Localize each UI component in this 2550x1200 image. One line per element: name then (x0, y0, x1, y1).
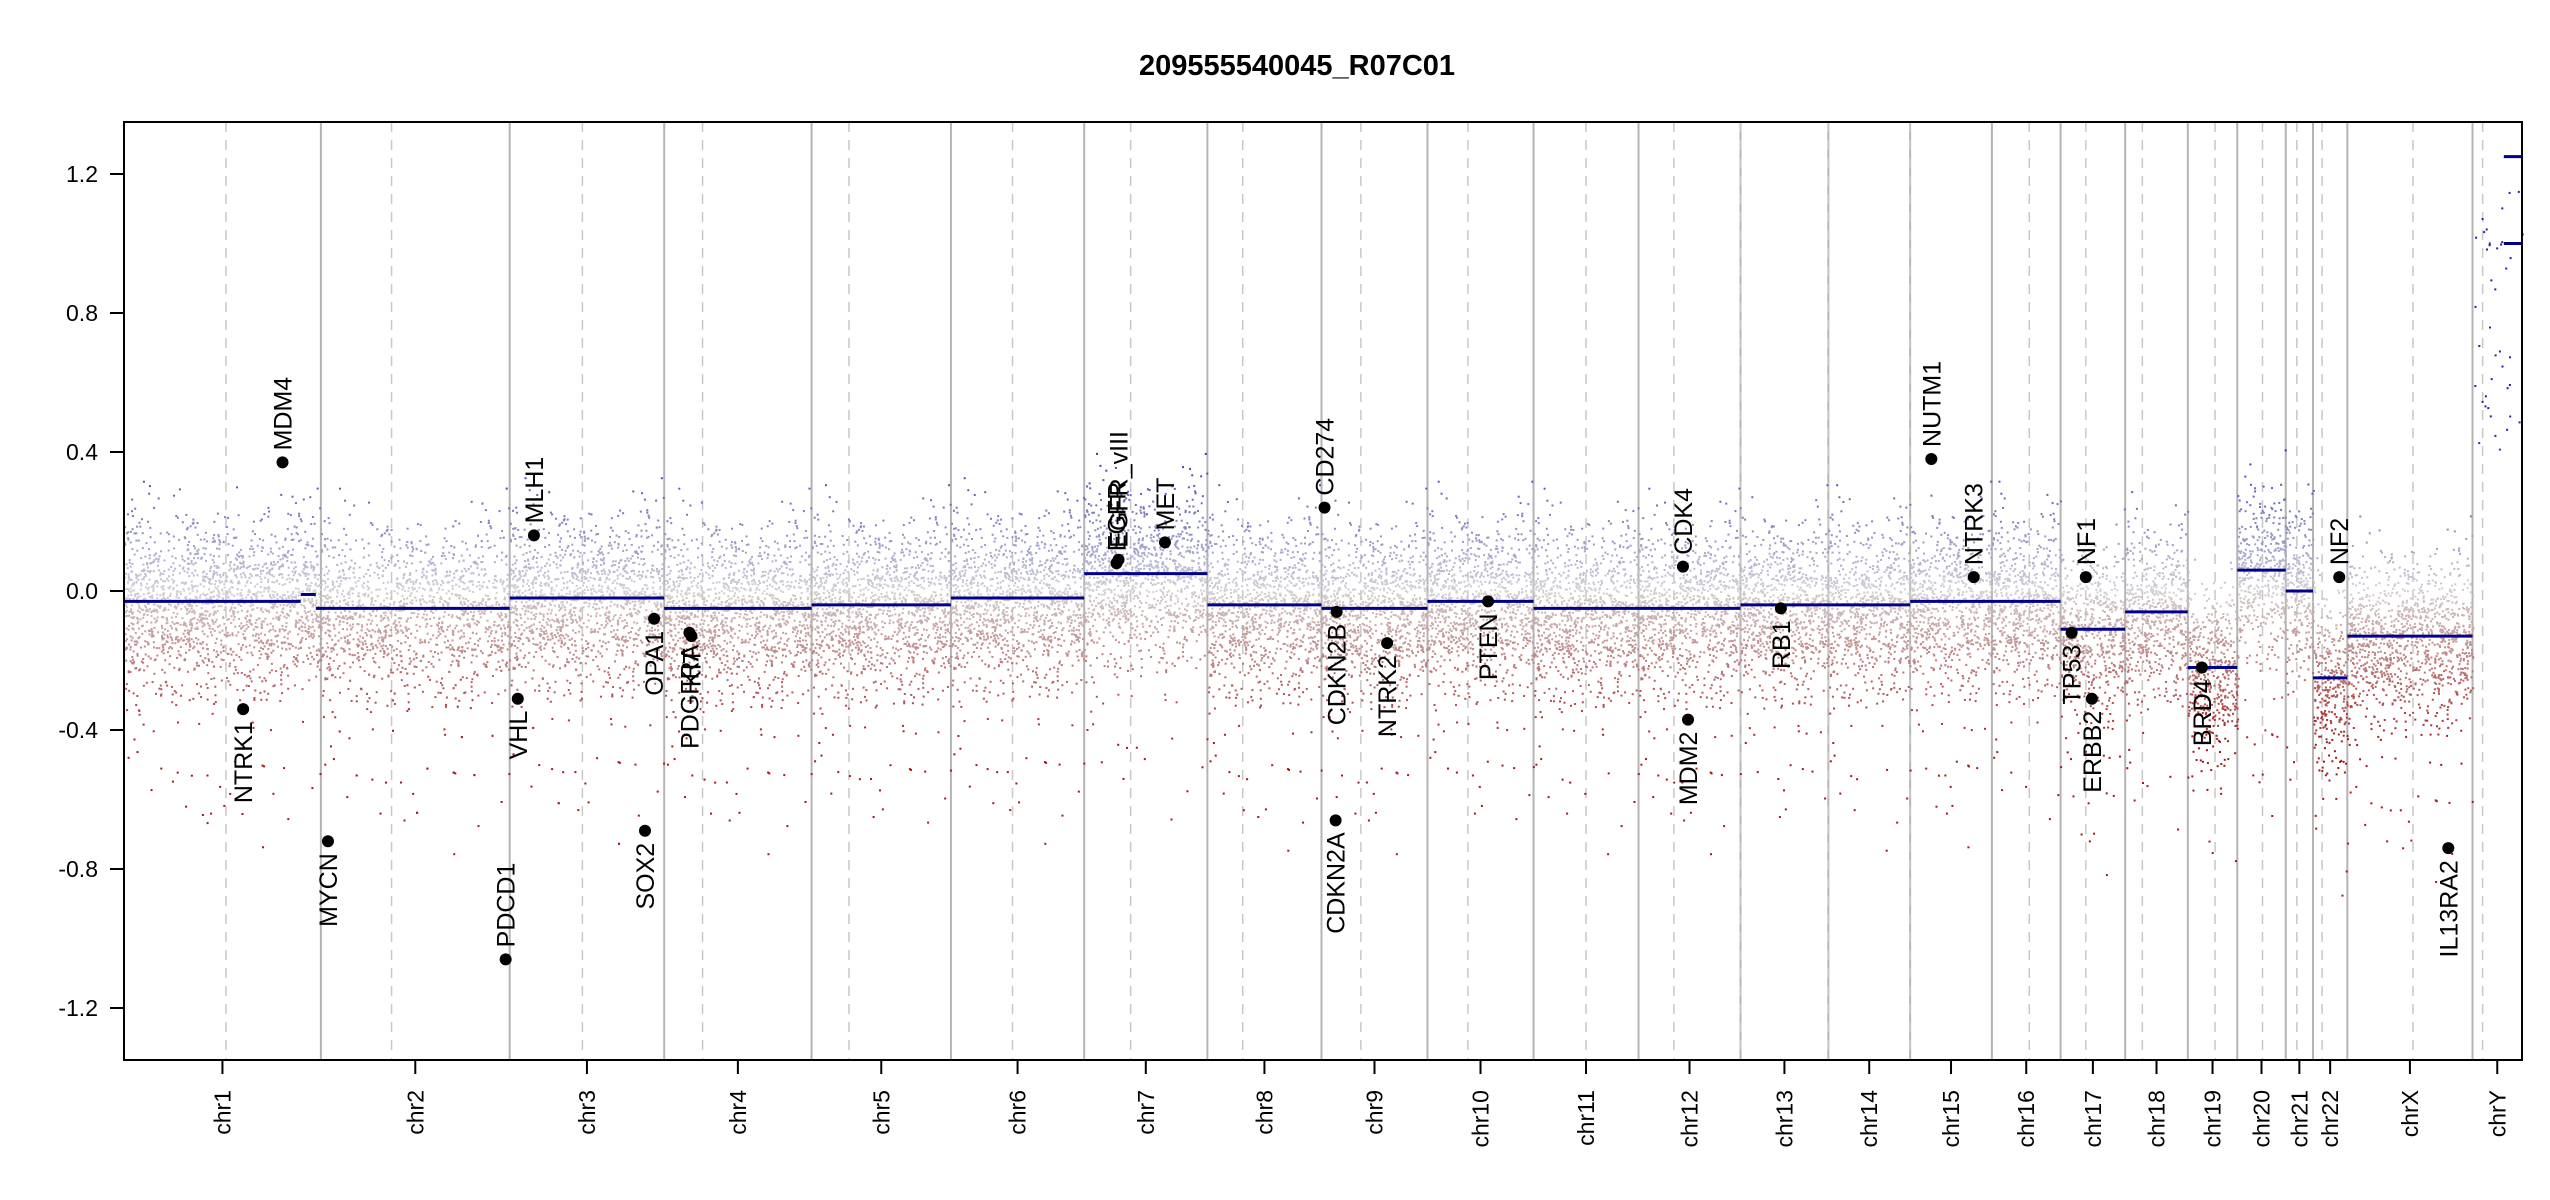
chromosome-boundaries (225, 122, 2484, 1060)
gene-label: NTRK3 (1961, 483, 1989, 565)
chromosome-label: chr21 (2286, 1090, 2312, 1148)
gene-label: CDKN2B (1324, 624, 1352, 725)
chromosome-label: chr22 (2317, 1090, 2343, 1148)
y-tick-label: 0.8 (66, 300, 98, 326)
gene-point (1676, 560, 1689, 573)
gene-label: MYCN (315, 853, 343, 927)
gene-point (1482, 595, 1495, 608)
gene-label: MDM4 (270, 377, 298, 451)
chromosome-label: chr6 (1005, 1090, 1031, 1135)
gene-point (648, 612, 661, 625)
chromosome-label: chr9 (1361, 1090, 1387, 1135)
gene-point (1381, 637, 1394, 650)
gene-label: PDGFRA (676, 644, 704, 749)
chromosome-label: chr3 (574, 1090, 600, 1135)
gene-markers: NTRK1 MDM4 MYCN PDCD1 VHL MLH1 SOX2 OPA1 PDGFRAK… (230, 361, 2463, 966)
gene-point (2079, 571, 2092, 584)
chromosome-label: chr4 (725, 1090, 751, 1135)
gene-label: VHL (505, 711, 533, 760)
gene-point (1158, 536, 1171, 549)
y-axis: -1.2 -0.8 -0.4 0.0 0.4 0.8 1.2 (58, 161, 124, 1021)
chromosome-label: chr14 (1856, 1090, 1882, 1148)
segment-lines (124, 155, 2522, 680)
y-tick-label: -0.4 (58, 717, 98, 743)
y-tick-label: -1.2 (58, 995, 98, 1021)
y-tick-label: 0.0 (66, 578, 98, 604)
gene-label: NTRK2 (1374, 655, 1402, 737)
chromosome-label: chrX (2397, 1090, 2423, 1137)
chromosome-label: chr10 (1468, 1090, 1494, 1148)
gene-label: TP53 (2059, 645, 2087, 705)
chart-title: 209555540045_R07C01 (1139, 50, 1455, 82)
gene-label: PTEN (1475, 613, 1503, 680)
chromosome-label: chr20 (2249, 1090, 2275, 1148)
gene-point (499, 953, 512, 966)
gene-label: PDCD1 (493, 863, 521, 948)
chromosome-label: chr13 (1771, 1090, 1797, 1148)
chromosome-label: chr1 (209, 1090, 235, 1135)
gene-label: CDK4 (1670, 488, 1698, 555)
chromosome-label: chr19 (2200, 1090, 2226, 1148)
gene-label: NF1 (2073, 518, 2101, 565)
gene-label: MDM2 (1675, 732, 1703, 806)
gene-point (1925, 452, 1938, 465)
gene-label: NF2 (2326, 518, 2354, 565)
gene-point (2442, 842, 2455, 855)
chromosome-label: chr8 (1251, 1090, 1277, 1135)
gene-label: EGFR (1104, 482, 1132, 551)
chromosome-label: chr16 (2013, 1090, 2039, 1148)
gene-point (1329, 814, 1342, 827)
gene-point (2065, 626, 2078, 639)
gene-point (527, 529, 540, 542)
chromosome-label: chr17 (2080, 1090, 2106, 1148)
gene-label: BRD4 (2189, 679, 2217, 746)
chromosome-label: chr11 (1573, 1090, 1599, 1146)
gene-point (2333, 571, 2346, 584)
gene-label: MET (1152, 478, 1180, 531)
gene-label: NTRK1 (230, 721, 258, 803)
gene-label: CD274 (1312, 418, 1340, 496)
gene-label: EGFR_vIII (1106, 431, 1134, 548)
gene-point (638, 824, 651, 837)
gene-point (2195, 661, 2208, 674)
chromosome-label: chr7 (1133, 1090, 1159, 1135)
gene-label: RB1 (1768, 620, 1796, 669)
gene-label: CDKN2A (1323, 832, 1351, 934)
probe-points (124, 190, 2524, 897)
y-tick-label: 1.2 (66, 161, 98, 187)
gene-point (1112, 553, 1125, 566)
y-tick-label: -0.8 (58, 856, 98, 882)
chromosome-label: chr18 (2143, 1090, 2169, 1148)
gene-point (2085, 692, 2098, 705)
gene-label: KIT (678, 648, 706, 687)
gene-point (1318, 501, 1331, 514)
gene-label: SOX2 (632, 843, 660, 910)
y-tick-label: 0.4 (66, 439, 98, 465)
gene-point (276, 456, 289, 469)
gene-label: NUTM1 (1918, 361, 1946, 447)
gene-label: IL13RA2 (2435, 860, 2463, 957)
chromosome-label: chrY (2484, 1090, 2510, 1137)
chromosome-label: chr15 (1938, 1090, 1964, 1148)
x-axis: chr1 chr2 chr3 chr4 chr5 chr6 chr7 chr8 chr9 chr1… (209, 1060, 2510, 1148)
chromosome-label: chr5 (868, 1090, 894, 1135)
gene-label: MLH1 (521, 457, 549, 524)
gene-point (321, 835, 334, 848)
gene-label: ERBB2 (2079, 711, 2107, 793)
gene-point (685, 630, 698, 643)
chromosome-label: chr12 (1677, 1090, 1703, 1148)
gene-point (1774, 602, 1787, 615)
gene-point (511, 692, 524, 705)
gene-label: OPA1 (641, 631, 669, 696)
gene-point (237, 703, 250, 716)
gene-point (1967, 571, 1980, 584)
gene-point (1330, 605, 1343, 618)
gene-point (1682, 713, 1695, 726)
chromosome-label: chr2 (402, 1090, 428, 1135)
